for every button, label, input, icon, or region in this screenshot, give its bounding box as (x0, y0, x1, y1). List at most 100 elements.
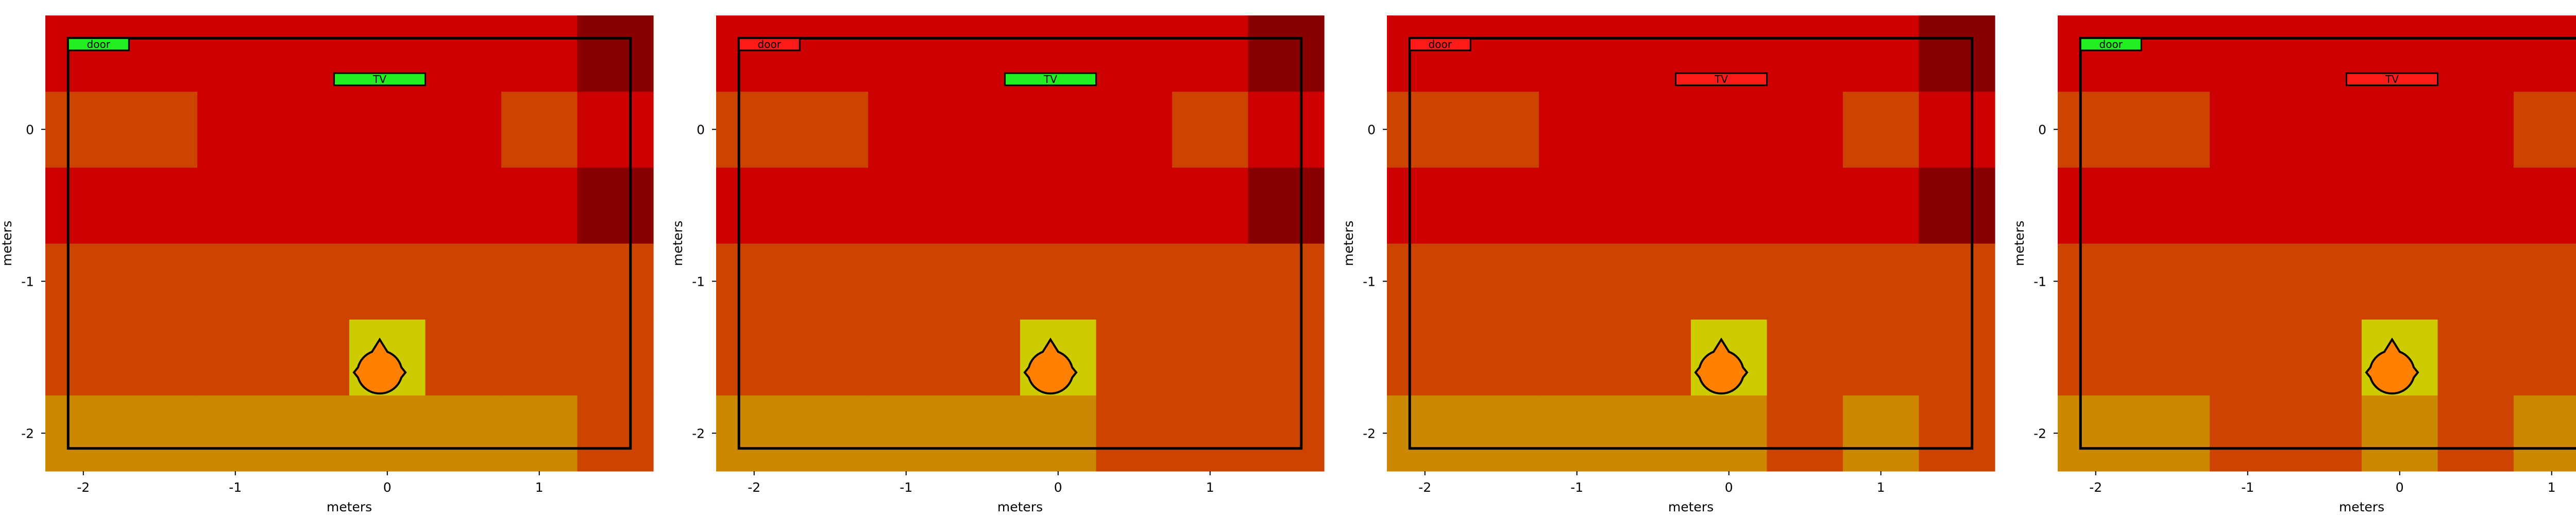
heatmap-cell (1919, 243, 1995, 320)
tv-label: TV (1714, 73, 1728, 85)
heatmap-cell (2362, 167, 2438, 244)
heatmap-cell (2058, 15, 2210, 92)
heatmap-cell (1020, 167, 1097, 244)
heatmap-cell (1248, 167, 1325, 244)
heatmap-cell (1248, 91, 1325, 168)
heatmap-cell (2058, 91, 2210, 168)
heatmap-cell (2514, 15, 2576, 92)
heatmap-cell (1387, 319, 1539, 396)
heatmap-cell (2285, 319, 2362, 396)
heatmap-cell (1172, 15, 1249, 92)
heatmap-cell (2285, 243, 2362, 320)
x-axis-label: meters (997, 499, 1043, 514)
person-marker (1694, 337, 1749, 395)
heatmap-cell (1172, 319, 1249, 396)
heatmap-cell (2437, 319, 2514, 396)
heatmap-cell (501, 15, 578, 92)
heatmap-cell (349, 91, 426, 168)
x-tick-label: 1 (535, 480, 544, 495)
heatmap-cell (868, 91, 1021, 168)
heatmap-cell (1248, 319, 1325, 396)
heatmap-cell (1767, 91, 1843, 168)
heatmap-cell (2285, 91, 2362, 168)
door-box (2079, 37, 2142, 51)
heatmap-cell (577, 91, 654, 168)
heatmap-cell (577, 319, 654, 396)
heatmap-cell (1843, 319, 1920, 396)
x-tick-label: -2 (77, 480, 90, 495)
heatmap-cell (501, 319, 578, 396)
heatmap-cell (2437, 243, 2514, 320)
heatmap-cell (1172, 243, 1249, 320)
heatmap-cell (425, 91, 502, 168)
x-tick-label: -1 (900, 480, 912, 495)
heatmap-cell (1919, 15, 1995, 92)
panel-3: door TV -2 -1 0 1 -2 -1 0 meters meters (1341, 15, 1995, 514)
room-outline (1408, 37, 1974, 450)
heatmap-cell (425, 15, 502, 92)
y-tick-label: -2 (21, 426, 34, 441)
heatmap-cell (1248, 15, 1325, 92)
heatmap-cell (1843, 15, 1920, 92)
heatmap-cell (1539, 167, 1691, 244)
heatmap-cell (2058, 395, 2210, 472)
heatmap-cell (2437, 395, 2514, 472)
heatmap-cell (1387, 91, 1539, 168)
y-tick-label: 0 (697, 122, 705, 137)
heatmap-cell (1843, 395, 1920, 472)
heatmap-cell (425, 243, 502, 320)
x-tick-label: 1 (1206, 480, 1214, 495)
heatmap-cell (716, 243, 869, 320)
heatmap-cell (1096, 167, 1173, 244)
heatmap-cell (425, 319, 502, 396)
heatmap-cell (1387, 15, 1539, 92)
heatmap-cell (197, 395, 350, 472)
x-tick-label: 0 (2396, 480, 2404, 495)
x-tick-label: -1 (2241, 480, 2254, 495)
heatmap-cell (2437, 91, 2514, 168)
heatmap-cell (197, 243, 350, 320)
heatmap-cell (2058, 167, 2210, 244)
room-outline (737, 37, 1303, 450)
tv-box (1004, 72, 1097, 87)
heatmap-cell (1691, 395, 1768, 472)
x-tick-label: 0 (383, 480, 392, 495)
heatmap-cell (2514, 167, 2576, 244)
heatmap-cell (425, 167, 502, 244)
heatmap-cell (2058, 319, 2210, 396)
heatmap-cell (1919, 91, 1995, 168)
y-tick-label: -2 (692, 426, 705, 441)
heatmap-cell (716, 167, 869, 244)
heatmap-cell (1539, 15, 1691, 92)
door-box (1409, 37, 1471, 51)
heatmap-cell (2514, 395, 2576, 472)
y-axis-label: meters (2012, 220, 2027, 266)
x-tick-label: -2 (1418, 480, 1431, 495)
tv-label: TV (1043, 73, 1057, 85)
door-box (67, 37, 130, 51)
heatmap-cell (2285, 395, 2362, 472)
heatmap-cell (1096, 15, 1173, 92)
x-tick-label: -2 (748, 480, 760, 495)
heatmap-cell (868, 243, 1021, 320)
heatmap-cell (45, 167, 198, 244)
heatmap-cell (197, 15, 350, 92)
heatmap-cell (1919, 167, 1995, 244)
heatmap-cell (2362, 395, 2438, 472)
heatmap-cell (2514, 243, 2576, 320)
heatmap-cell (1020, 243, 1097, 320)
door-label: door (2099, 38, 2123, 50)
heatmap-cell (2285, 167, 2362, 244)
heatmap-cell (1248, 395, 1325, 472)
x-tick-label: 0 (1054, 480, 1062, 495)
y-tick-label: -1 (2033, 274, 2046, 289)
heatmap-cell (2362, 243, 2438, 320)
heatmap-cell (501, 243, 578, 320)
heatmap-cell (577, 243, 654, 320)
x-tick-label: 1 (2548, 480, 2556, 495)
heatmap-cell (1843, 91, 1920, 168)
heatmap-cell (1767, 243, 1843, 320)
heatmap-cell (577, 15, 654, 92)
